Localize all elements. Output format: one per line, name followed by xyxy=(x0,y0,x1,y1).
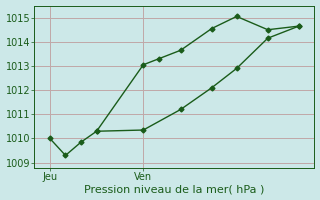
X-axis label: Pression niveau de la mer( hPa ): Pression niveau de la mer( hPa ) xyxy=(84,184,265,194)
